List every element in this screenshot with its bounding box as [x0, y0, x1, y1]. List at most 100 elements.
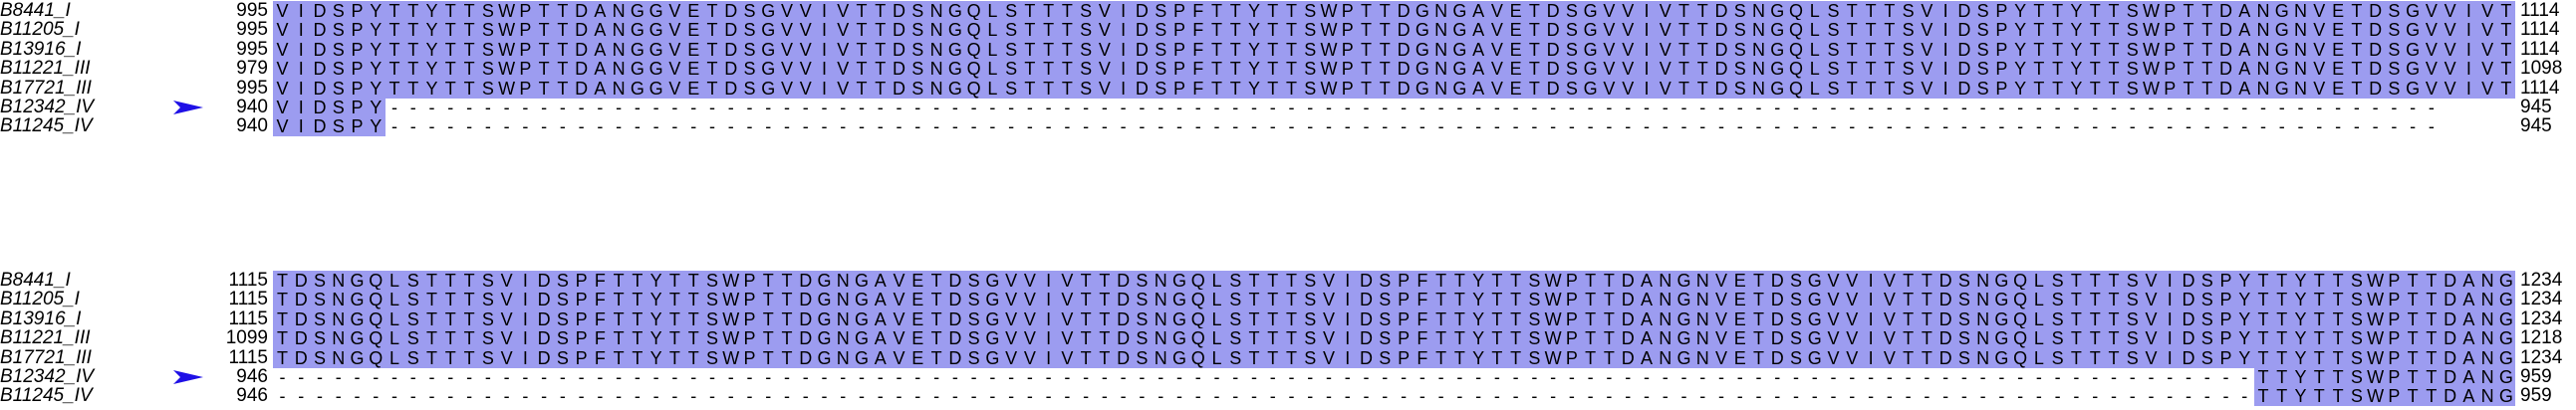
- residue-cell: T: [1225, 59, 1245, 80]
- alignment-row: B12342_IV 940 V I D S P Y - - - - - - - - - - - - - - - - - - - - - -…: [0, 98, 2576, 117]
- gap-cell: -: [1699, 386, 1706, 407]
- residue-cell: G: [2272, 59, 2292, 80]
- residue-cell: T: [2253, 308, 2273, 329]
- residue-cell: E: [1730, 290, 1750, 310]
- gap-cell: -: [708, 116, 715, 137]
- residue-cell: T: [1076, 308, 1096, 329]
- residue-cell: T: [1282, 290, 1301, 310]
- residue-cell: A: [590, 1, 610, 21]
- gap-cell: -: [1960, 386, 1967, 407]
- residue-cell: G: [628, 39, 647, 60]
- residue-cell: T: [2104, 59, 2124, 80]
- gap-cell: -: [1830, 116, 1837, 137]
- residue-cell: Y: [366, 1, 386, 21]
- residue-cell: D: [1114, 308, 1134, 329]
- gap-cell: -: [1568, 116, 1575, 137]
- residue-cell: V: [2309, 59, 2329, 80]
- residue-cell: Y: [2010, 1, 2030, 21]
- residue-cell: P: [348, 59, 367, 80]
- residue-cell: T: [871, 78, 891, 99]
- residue-cell: T: [1880, 20, 1900, 41]
- residue-cell: N: [1749, 59, 1768, 80]
- residue-cell: S: [1151, 39, 1170, 60]
- residue-cell: T: [2104, 39, 2124, 60]
- residue-cell: V: [1599, 1, 1619, 21]
- residue-cell: W: [1543, 328, 1563, 349]
- residue-cell: T: [683, 290, 703, 310]
- residue-cell: F: [590, 308, 610, 329]
- gap-cell: -: [2148, 116, 2155, 137]
- residue-cell: V: [1711, 290, 1731, 310]
- residue-cell: A: [1637, 308, 1657, 329]
- gap-cell: -: [1550, 386, 1557, 407]
- gap-cell: -: [2148, 98, 2155, 117]
- residue-cell: A: [2458, 386, 2478, 407]
- residue-cell: W: [2366, 308, 2386, 329]
- residue-cell: D: [534, 328, 554, 349]
- gap-cell: -: [503, 98, 510, 117]
- residue-cell: S: [329, 59, 349, 80]
- residue-cell: D: [1711, 39, 1731, 60]
- gap-cell: -: [896, 367, 902, 387]
- residue-cell: T: [1599, 290, 1619, 310]
- residue-cell: P: [572, 347, 592, 368]
- gap-cell: -: [2054, 116, 2061, 137]
- residue-cell: V: [1842, 308, 1862, 329]
- residue-cell: T: [440, 1, 460, 21]
- residue-cell: L: [982, 1, 1002, 21]
- residue-cell: V: [1057, 290, 1077, 310]
- alignment-row: B8441_I 1115 T D S N G Q L S T T T S V I D S P F T T Y T T S W P T T D…: [0, 271, 2576, 291]
- residue-cell: T: [2403, 347, 2423, 368]
- residue-cell: G: [1767, 78, 1787, 99]
- residue-cell: S: [740, 20, 759, 41]
- residue-cell: S: [2384, 20, 2404, 41]
- residue-cell: S: [478, 1, 498, 21]
- residue-cell: A: [2234, 78, 2254, 99]
- residue-cell: T: [2328, 308, 2348, 329]
- residue-cell: T: [2309, 290, 2329, 310]
- residue-cell: N: [329, 308, 349, 329]
- gap-cell: -: [1512, 116, 1519, 137]
- gap-cell: -: [1326, 116, 1333, 137]
- residue-cell: T: [2253, 328, 2273, 349]
- residue-cell: V: [2422, 20, 2442, 41]
- residue-cell: T: [1095, 308, 1115, 329]
- residue-cell: T: [1095, 347, 1115, 368]
- residue-cell: T: [1487, 290, 1507, 310]
- residue-cell: S: [1562, 1, 1582, 21]
- gap-cell: -: [1288, 98, 1295, 117]
- residue-cell: T: [1842, 20, 1862, 41]
- residue-cell: S: [1151, 20, 1170, 41]
- residue-cell: N: [926, 1, 946, 21]
- gap-cell: -: [933, 116, 940, 137]
- residue-cell: T: [1880, 39, 1900, 60]
- residue-cell: T: [385, 39, 404, 60]
- gap-cell: -: [2110, 116, 2117, 137]
- gap-cell: -: [391, 386, 398, 407]
- residue-cell: T: [553, 59, 573, 80]
- residue-cell: S: [403, 271, 423, 291]
- gap-cell: -: [1120, 367, 1127, 387]
- residue-cell: N: [2291, 59, 2311, 80]
- residue-cell: T: [1225, 20, 1245, 41]
- residue-cell: T: [1375, 1, 1395, 21]
- residue-cell: T: [758, 290, 778, 310]
- residue-cell: S: [1300, 308, 1320, 329]
- residue-cell: F: [590, 347, 610, 368]
- residue-cell: S: [329, 78, 349, 99]
- residue-cell: Y: [646, 328, 666, 349]
- gap-cell: -: [1942, 116, 1949, 137]
- residue-cell: V: [833, 39, 853, 60]
- residue-cell: V: [273, 98, 292, 117]
- residue-cell: S: [1824, 59, 1844, 80]
- gap-cell: -: [1045, 367, 1052, 387]
- residue-cell: S: [1375, 347, 1395, 368]
- residue-cell: S: [1375, 271, 1395, 291]
- residue-cell: D: [291, 308, 311, 329]
- residue-cell: V: [777, 78, 797, 99]
- residue-cell: P: [1562, 290, 1582, 310]
- residue-cell: V: [890, 290, 909, 310]
- residue-cell: T: [1431, 271, 1451, 291]
- residue-cell: W: [1319, 59, 1339, 80]
- residue-cell: S: [1786, 290, 1806, 310]
